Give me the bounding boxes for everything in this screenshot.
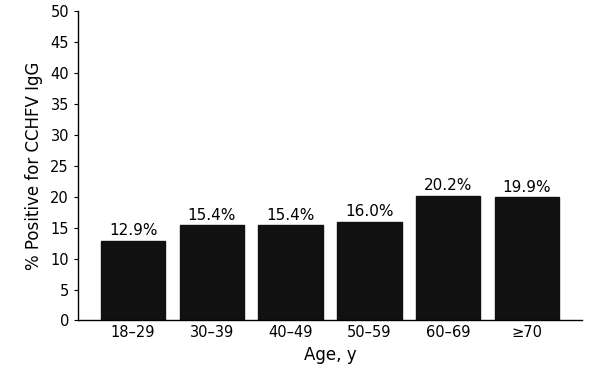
Bar — [416, 196, 481, 320]
Bar — [259, 225, 323, 320]
Bar — [337, 222, 401, 320]
Bar — [494, 198, 559, 320]
Text: 12.9%: 12.9% — [109, 223, 157, 238]
Bar — [179, 225, 244, 320]
Text: 15.4%: 15.4% — [266, 208, 315, 223]
Text: 16.0%: 16.0% — [345, 204, 394, 219]
Text: 20.2%: 20.2% — [424, 178, 472, 193]
X-axis label: Age, y: Age, y — [304, 346, 356, 364]
Text: 19.9%: 19.9% — [503, 180, 551, 195]
Bar — [101, 241, 166, 320]
Y-axis label: % Positive for CCHFV IgG: % Positive for CCHFV IgG — [25, 62, 43, 270]
Text: 15.4%: 15.4% — [188, 208, 236, 223]
